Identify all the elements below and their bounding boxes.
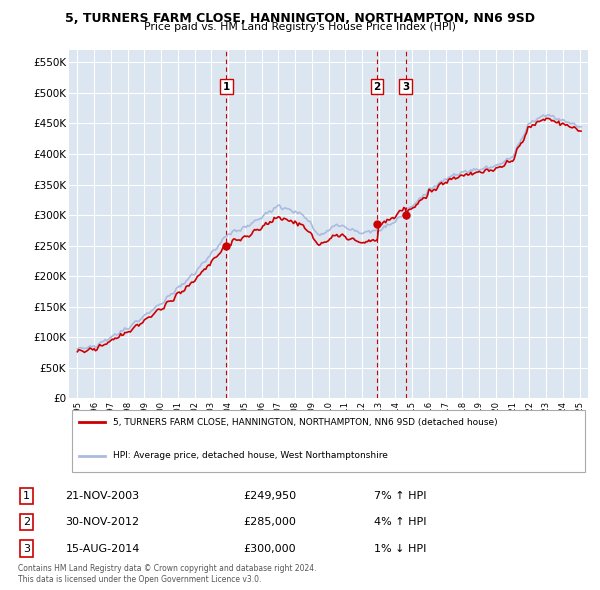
Text: £300,000: £300,000 [244,543,296,553]
Text: 1: 1 [23,491,30,501]
Text: 30-NOV-2012: 30-NOV-2012 [65,517,140,527]
Text: 2: 2 [373,82,380,92]
Text: 1: 1 [223,82,230,92]
Text: 2: 2 [23,517,31,527]
Text: Contains HM Land Registry data © Crown copyright and database right 2024.: Contains HM Land Registry data © Crown c… [18,565,317,573]
FancyBboxPatch shape [71,410,586,472]
Text: Price paid vs. HM Land Registry's House Price Index (HPI): Price paid vs. HM Land Registry's House … [144,22,456,32]
Text: £249,950: £249,950 [244,491,297,501]
Text: 7% ↑ HPI: 7% ↑ HPI [374,491,427,501]
Text: 15-AUG-2014: 15-AUG-2014 [65,543,140,553]
Text: 3: 3 [402,82,409,92]
Text: 5, TURNERS FARM CLOSE, HANNINGTON, NORTHAMPTON, NN6 9SD (detached house): 5, TURNERS FARM CLOSE, HANNINGTON, NORTH… [113,418,498,427]
Text: HPI: Average price, detached house, West Northamptonshire: HPI: Average price, detached house, West… [113,451,388,460]
Text: 21-NOV-2003: 21-NOV-2003 [65,491,140,501]
Text: 3: 3 [23,543,30,553]
Text: 1% ↓ HPI: 1% ↓ HPI [374,543,427,553]
Text: This data is licensed under the Open Government Licence v3.0.: This data is licensed under the Open Gov… [18,575,262,584]
Text: £285,000: £285,000 [244,517,296,527]
Text: 5, TURNERS FARM CLOSE, HANNINGTON, NORTHAMPTON, NN6 9SD: 5, TURNERS FARM CLOSE, HANNINGTON, NORTH… [65,12,535,25]
Text: 4% ↑ HPI: 4% ↑ HPI [374,517,427,527]
